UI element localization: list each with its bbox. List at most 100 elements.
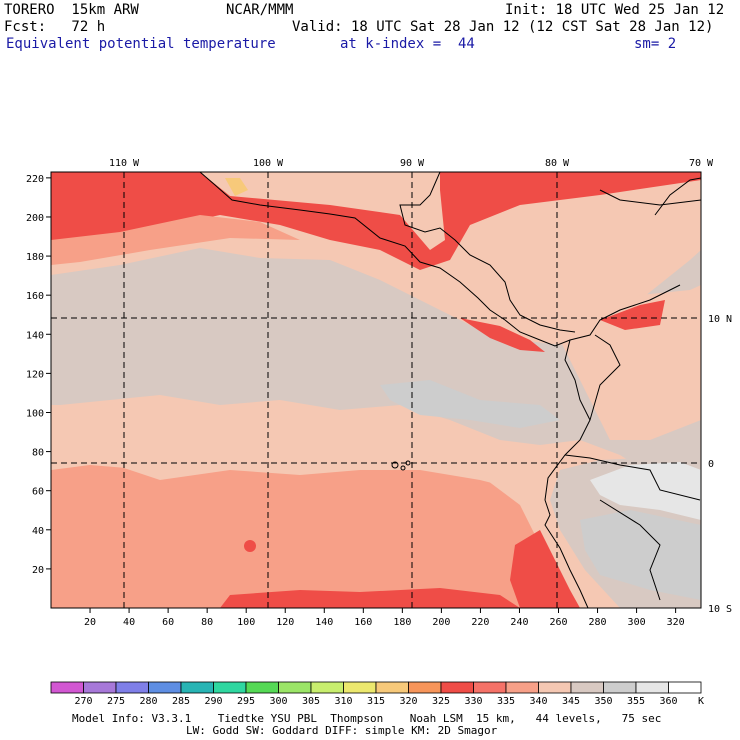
field-350-355-andes (580, 510, 701, 600)
field-355-360-white (590, 462, 701, 520)
coastline-south-america-west (544, 339, 591, 609)
colorbar-label: 345 (562, 696, 580, 707)
y-tick-label: 200 (26, 213, 44, 224)
y-tick-label: 100 (26, 408, 44, 419)
x-tick-label: 160 (354, 617, 372, 628)
y-tick-label: 160 (26, 291, 44, 302)
footer-physics-info: LW: Godd SW: Goddard DIFF: simple KM: 2D… (186, 724, 498, 737)
colorbar-swatch (505, 681, 539, 694)
level-info: at k-index = 44 (340, 36, 475, 52)
field-name: Equivalent potential temperature (6, 36, 276, 52)
lon-label-70w: 70 W (689, 158, 714, 169)
colorbar: 270 275 280 285 290 295 300 305 310 315 320 325 330 3… (50, 681, 702, 707)
plot-frame (50, 171, 702, 609)
colorbar-swatch (278, 681, 312, 694)
y-tick-label: 80 (32, 448, 44, 459)
colorbar-swatch (603, 681, 637, 694)
colorbar-label: 315 (367, 696, 385, 707)
lat-label-10s: 10 S (708, 604, 732, 615)
x-tick-label: 280 (589, 617, 607, 628)
x-tick-label: 300 (628, 617, 646, 628)
colorbar-label: 350 (594, 696, 612, 707)
x-tick-label: 20 (84, 617, 96, 628)
x-tick-label: 180 (393, 617, 411, 628)
colorbar-label: 295 (237, 696, 255, 707)
colorbar-label: 305 (302, 696, 320, 707)
colorbar-label: 275 (107, 696, 125, 707)
x-tick-label: 120 (276, 617, 294, 628)
footer-model-info: Model Info: V3.3.1 Tiedtke YSU PBL Thomp… (72, 712, 662, 725)
field-330-costa-rica (460, 318, 545, 352)
lat-label-10n: 10 N (708, 314, 732, 325)
model-source: NCAR/MMM (226, 2, 294, 18)
lon-label-90w: 90 W (400, 158, 425, 169)
x-tick-label: 220 (471, 617, 489, 628)
lat-label-equator: 0 (708, 459, 714, 470)
field-335-340-south (51, 460, 580, 608)
galapagos-island-2 (400, 465, 406, 471)
colorbar-label: 335 (497, 696, 515, 707)
colorbar-swatch (635, 681, 669, 694)
x-tick-label: 200 (432, 617, 450, 628)
colorbar-label: 290 (204, 696, 222, 707)
field-320-mexico (225, 178, 248, 196)
coastline-central-america (199, 171, 681, 347)
colorbar-label: 325 (432, 696, 450, 707)
x-tick-label: 260 (549, 617, 567, 628)
colorbar-label: 285 (172, 696, 190, 707)
x-tick-label: 40 (123, 617, 135, 628)
colorbar-unit: K (698, 696, 704, 707)
field-330-northwest (51, 172, 701, 270)
grid-lines (51, 172, 701, 608)
colorbar-label: 300 (269, 696, 287, 707)
x-tick-label: 140 (315, 617, 333, 628)
coastline-island (599, 189, 702, 206)
x-tick-label: 100 (237, 617, 255, 628)
colorbar-swatch (408, 681, 442, 694)
colorbar-swatch (50, 681, 84, 694)
lon-label-110w: 110 W (109, 158, 140, 169)
colorbar-label: 355 (627, 696, 645, 707)
colorbar-swatch (180, 681, 214, 694)
colorbar-label: 360 (659, 696, 677, 707)
colorbar-label: 330 (464, 696, 482, 707)
colorbar-label: 310 (334, 696, 352, 707)
lon-label-80w: 80 W (545, 158, 570, 169)
valid-time: Valid: 18 UTC Sat 28 Jan 12 (12 CST Sat … (292, 19, 714, 35)
field-350-355-patch (380, 380, 560, 428)
border-colombia (589, 334, 621, 421)
colorbar-swatch (375, 681, 409, 694)
colorbar-label: 340 (529, 696, 547, 707)
coastline-caribbean (399, 171, 576, 333)
colorbar-swatch (310, 681, 344, 694)
theta-e-field (51, 172, 701, 608)
field-335-band (51, 215, 300, 265)
y-tick-label: 20 (32, 565, 44, 576)
field-330-peru-coast (510, 530, 580, 608)
y-tick-label: 60 (32, 487, 44, 498)
y-tick-label: 140 (26, 330, 44, 341)
colorbar-swatch (148, 681, 182, 694)
border-peru-brazil (599, 499, 661, 601)
colorbar-swatch (245, 681, 279, 694)
colorbar-swatch (213, 681, 247, 694)
colorbar-swatch (343, 681, 377, 694)
y-tick-label: 120 (26, 369, 44, 380)
colorbar-label: 280 (139, 696, 157, 707)
border-ecuador-peru (564, 454, 701, 501)
colorbar-swatch (83, 681, 117, 694)
x-tick-label: 320 (667, 617, 685, 628)
colorbar-swatch (473, 681, 507, 694)
coastlines (199, 171, 702, 609)
y-tick-label: 180 (26, 252, 44, 263)
y-tick-label: 40 (32, 526, 44, 537)
field-330-spot (244, 540, 256, 552)
x-tick-label: 80 (201, 617, 213, 628)
axis-ticks: 20 40 60 80 100 120 140 160 180 200 220 20 40 60 80 100… (26, 174, 685, 628)
galapagos-island-1 (391, 461, 399, 469)
field-330-colombia (600, 300, 665, 330)
x-tick-label: 60 (162, 617, 174, 628)
colorbar-swatch (570, 681, 604, 694)
colorbar-swatch (668, 681, 702, 694)
